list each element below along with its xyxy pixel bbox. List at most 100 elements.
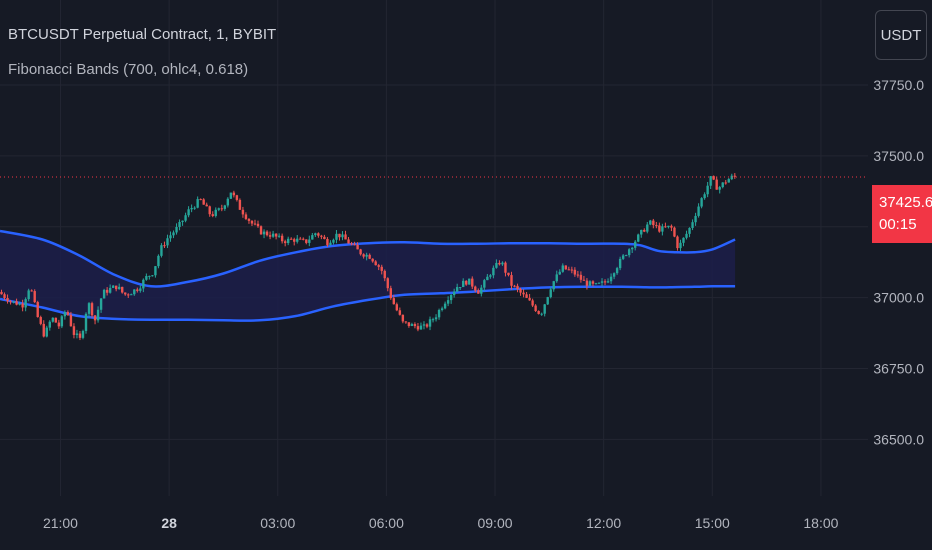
candle-body <box>277 235 281 237</box>
candle-body <box>63 312 67 317</box>
candle-body <box>362 254 365 257</box>
candle-body <box>350 243 353 245</box>
candle-body <box>253 223 257 225</box>
candle-body <box>302 238 305 240</box>
candle-body <box>495 262 498 268</box>
candle-body <box>558 271 561 275</box>
candle-body <box>299 238 302 240</box>
candle-body <box>323 236 326 240</box>
candle-body <box>332 239 335 243</box>
candle-body <box>658 225 661 232</box>
candle-body <box>395 304 399 311</box>
candle-body <box>329 242 332 246</box>
price-tick-label: 37000.0 <box>873 290 924 306</box>
fibonacci-bands <box>0 229 736 322</box>
candle-body <box>130 294 133 296</box>
candle-body <box>528 297 531 301</box>
bar-countdown: 00:15 <box>879 216 917 233</box>
candle-body <box>93 315 97 321</box>
candle-body <box>344 234 347 240</box>
candle-body <box>99 298 103 310</box>
candle-body <box>422 324 426 326</box>
candle-body <box>226 198 230 206</box>
time-axis[interactable]: 21:00 28 03:00 06:00 09:00 12:00 15:00 18:00 <box>43 515 839 531</box>
candle-body <box>603 281 607 283</box>
candle-body <box>262 231 266 235</box>
candle-body <box>434 317 438 320</box>
candle-body <box>700 198 703 207</box>
candle-body <box>114 285 118 290</box>
candle-body <box>280 235 284 242</box>
candle-body <box>486 276 489 281</box>
candle-body <box>474 286 477 291</box>
candle-body <box>305 239 308 243</box>
candle-body <box>136 289 139 291</box>
symbol-title[interactable]: BTCUSDT Perpetual Contract, 1, BYBIT <box>8 26 277 43</box>
candle-body <box>570 269 574 271</box>
candle-body <box>148 275 151 277</box>
time-tick-label: 28 <box>161 515 177 531</box>
candle-body <box>84 313 88 331</box>
candle-body <box>247 218 251 221</box>
candle-body <box>667 225 670 228</box>
last-price-tag: 37425.6 00:15 <box>872 185 932 243</box>
candle-body <box>290 238 293 240</box>
candle-body <box>419 325 423 330</box>
price-tick-label: 37500.0 <box>873 148 924 164</box>
candle-body <box>105 289 109 293</box>
candle-body <box>205 204 208 207</box>
candle-body <box>18 303 21 305</box>
candle-body <box>724 182 727 184</box>
candle-body <box>338 233 341 238</box>
candle-body <box>588 281 592 286</box>
candle-body <box>468 278 471 285</box>
candle-body <box>72 326 76 335</box>
time-tick-label: 15:00 <box>695 515 730 531</box>
indicator-legend[interactable]: Fibonacci Bands (700, ohlc4, 0.618) <box>8 61 249 78</box>
candle-body <box>365 254 368 257</box>
currency-unit-button[interactable]: USDT <box>875 10 927 60</box>
candle-body <box>54 317 58 323</box>
candle-body <box>579 274 583 280</box>
candle-body <box>428 319 432 327</box>
candle-body <box>492 267 495 276</box>
candle-body <box>703 194 706 199</box>
candle-body <box>127 294 130 296</box>
candle-body <box>664 226 667 228</box>
candle-body <box>274 233 278 237</box>
candle-body <box>552 281 555 290</box>
candle-body <box>124 292 127 295</box>
candle-body <box>730 175 733 180</box>
candle-body <box>217 208 220 210</box>
candle-body <box>15 301 18 305</box>
candle-body <box>404 321 408 323</box>
candle-body <box>389 288 392 299</box>
candle-body <box>250 220 254 224</box>
candle-body <box>311 235 314 240</box>
candle-body <box>425 324 429 327</box>
candle-body <box>691 222 694 228</box>
candle-body <box>449 295 453 301</box>
time-tick-label: 06:00 <box>369 515 404 531</box>
candle-body <box>326 239 329 246</box>
candle-body <box>525 294 528 298</box>
candle-body <box>582 279 586 281</box>
candle-body <box>398 310 402 315</box>
candle-body <box>232 192 236 196</box>
candle-body <box>102 289 106 299</box>
candle-body <box>151 275 154 277</box>
candle-body <box>142 279 145 289</box>
candle-body <box>507 272 510 276</box>
lower-band-line <box>0 285 736 322</box>
candle-body <box>356 244 359 250</box>
candle-body <box>504 262 507 273</box>
candle-body <box>615 268 619 274</box>
candle-body <box>30 290 33 292</box>
candle-body <box>458 287 462 289</box>
candle-body <box>597 282 601 284</box>
candle-body <box>211 214 214 216</box>
candle-body <box>208 206 211 215</box>
candle-body <box>241 209 245 215</box>
candle-body <box>12 301 15 303</box>
